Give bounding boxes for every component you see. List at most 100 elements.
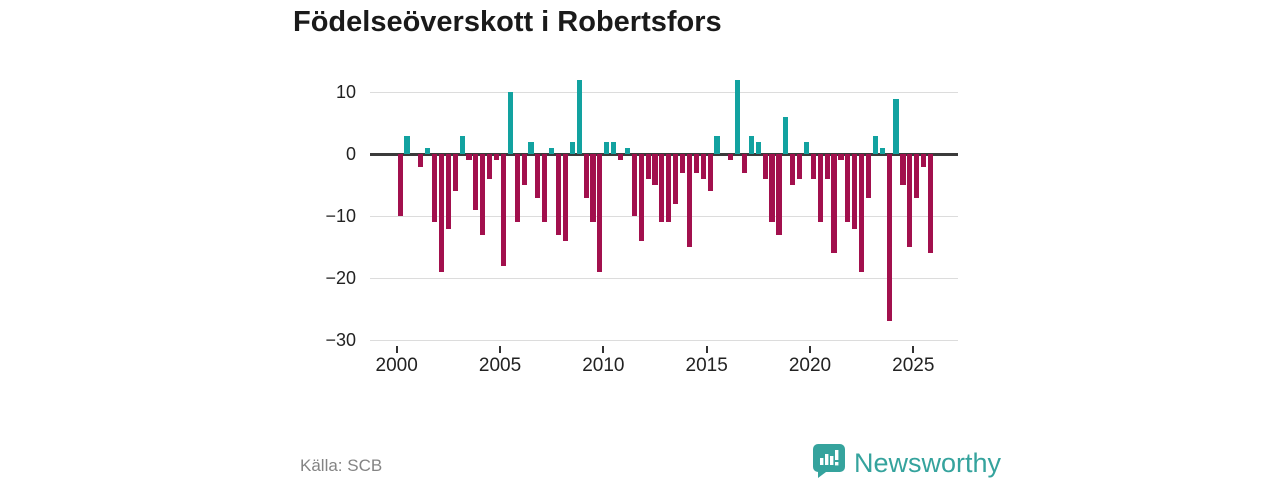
bar <box>597 154 603 272</box>
bar <box>838 154 844 161</box>
x-tick-mark <box>602 346 605 353</box>
bar <box>693 154 699 173</box>
gridline <box>370 92 958 94</box>
bar <box>645 154 651 180</box>
logo-text: Newsworthy <box>854 448 1002 478</box>
bar <box>927 154 934 254</box>
bar <box>893 98 899 155</box>
bar <box>638 154 644 241</box>
bar <box>493 154 500 161</box>
x-axis-label: 2005 <box>478 355 522 376</box>
bar <box>776 154 782 235</box>
x-axis-label: 2010 <box>582 355 625 376</box>
bar <box>397 154 403 217</box>
bar <box>473 154 479 210</box>
bar <box>852 154 858 229</box>
bar <box>673 154 679 204</box>
x-tick-mark <box>912 346 915 353</box>
bar <box>604 141 610 155</box>
bar <box>631 154 637 217</box>
bar <box>418 154 424 167</box>
x-axis-label: 2020 <box>788 355 832 376</box>
bar <box>859 154 865 272</box>
bar <box>562 154 569 241</box>
bar <box>445 154 451 229</box>
x-axis-label: 2015 <box>685 355 728 376</box>
y-axis-label: 0 <box>345 144 356 165</box>
y-axis-label: 10 <box>335 82 356 103</box>
bar <box>480 154 486 235</box>
bar <box>872 135 878 155</box>
bar <box>755 141 761 155</box>
bar <box>900 154 906 186</box>
bar <box>886 154 892 322</box>
gridline <box>370 278 958 280</box>
bar <box>865 154 872 198</box>
gridline <box>370 340 958 341</box>
bar-chart-badge-icon <box>813 444 845 480</box>
bar <box>762 154 768 180</box>
bar <box>431 154 438 223</box>
bar <box>576 80 582 155</box>
bar <box>797 154 803 180</box>
bar <box>914 154 920 198</box>
bar <box>611 141 617 155</box>
bar <box>686 154 693 248</box>
bar <box>845 154 851 223</box>
bar <box>817 154 823 223</box>
bar <box>438 154 445 272</box>
x-tick-mark <box>499 346 502 353</box>
x-tick-mark <box>395 346 398 353</box>
x-tick-mark <box>705 346 708 353</box>
bar <box>555 154 562 235</box>
plot-area <box>370 70 958 347</box>
bar <box>921 154 927 167</box>
bar <box>714 135 720 155</box>
bar <box>590 154 596 223</box>
bar <box>521 154 527 186</box>
bar <box>907 154 913 248</box>
bar <box>741 154 748 173</box>
bar <box>824 154 830 180</box>
bar <box>728 154 734 161</box>
bar <box>831 154 837 254</box>
y-axis-label: −10 <box>325 206 356 227</box>
bar <box>425 148 431 155</box>
bar <box>617 154 624 161</box>
bar <box>666 154 672 223</box>
bar <box>803 141 810 155</box>
y-axis-label: −30 <box>325 330 356 350</box>
bar <box>459 135 465 155</box>
bar <box>404 135 410 155</box>
bar <box>679 154 686 173</box>
bar <box>879 148 885 155</box>
bar <box>535 154 541 198</box>
bar <box>528 141 534 155</box>
bar <box>652 154 658 186</box>
newsworthy-logo: Newsworthy <box>813 444 1001 480</box>
x-axis-label: 2025 <box>892 355 935 376</box>
source-text: Källa: SCB <box>300 456 383 475</box>
chart-title: Födelseöverskott i Robertsfors <box>293 6 722 38</box>
bar <box>624 148 631 155</box>
bar <box>735 80 741 155</box>
y-axis-label: −20 <box>325 268 356 289</box>
bar <box>707 154 713 192</box>
bar <box>569 141 575 155</box>
bar <box>487 154 493 180</box>
bar <box>549 148 555 155</box>
bar <box>542 154 548 223</box>
bar <box>769 154 775 223</box>
bar <box>659 154 665 223</box>
bar <box>452 154 458 192</box>
bar <box>790 154 796 186</box>
bar <box>514 154 520 223</box>
bar <box>748 135 755 155</box>
bar <box>783 117 789 155</box>
bar <box>507 92 513 155</box>
bar <box>466 154 472 161</box>
bar <box>500 154 507 266</box>
bar <box>700 154 706 180</box>
x-tick-mark <box>808 346 811 353</box>
